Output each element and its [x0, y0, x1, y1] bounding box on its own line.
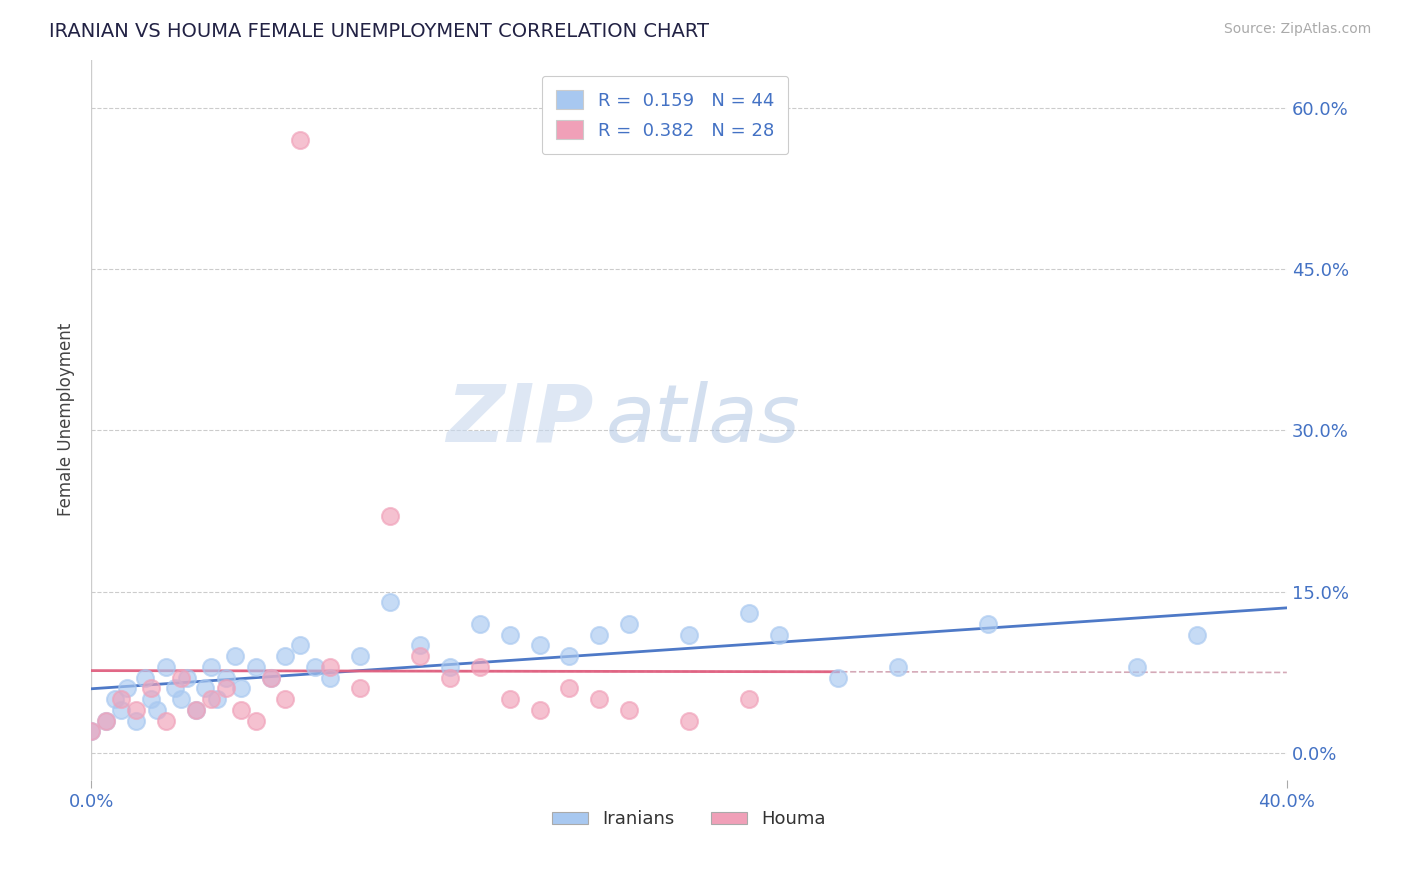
- Point: [619, 616, 641, 631]
- Point: [139, 692, 162, 706]
- Point: [827, 671, 849, 685]
- Point: [134, 671, 156, 685]
- Point: [245, 660, 267, 674]
- Point: [678, 627, 700, 641]
- Point: [349, 648, 371, 663]
- Point: [768, 627, 790, 641]
- Text: IRANIAN VS HOUMA FEMALE UNEMPLOYMENT CORRELATION CHART: IRANIAN VS HOUMA FEMALE UNEMPLOYMENT COR…: [49, 22, 709, 41]
- Point: [439, 671, 461, 685]
- Point: [468, 616, 491, 631]
- Point: [409, 638, 432, 652]
- Point: [94, 714, 117, 728]
- Point: [259, 671, 281, 685]
- Point: [319, 671, 342, 685]
- Point: [558, 681, 581, 696]
- Point: [378, 595, 401, 609]
- Point: [498, 692, 520, 706]
- Y-axis label: Female Unemployment: Female Unemployment: [58, 323, 75, 516]
- Point: [205, 692, 228, 706]
- Point: [176, 671, 198, 685]
- Point: [94, 714, 117, 728]
- Point: [259, 671, 281, 685]
- Point: [194, 681, 217, 696]
- Point: [163, 681, 186, 696]
- Point: [200, 692, 222, 706]
- Point: [110, 703, 132, 717]
- Point: [558, 648, 581, 663]
- Point: [215, 671, 238, 685]
- Point: [1126, 660, 1149, 674]
- Point: [619, 703, 641, 717]
- Point: [678, 714, 700, 728]
- Point: [80, 724, 103, 739]
- Text: ZIP: ZIP: [446, 381, 593, 458]
- Point: [588, 692, 610, 706]
- Point: [146, 703, 169, 717]
- Point: [290, 133, 312, 147]
- Point: [529, 638, 551, 652]
- Point: [409, 648, 432, 663]
- Point: [155, 660, 177, 674]
- Point: [215, 681, 238, 696]
- Point: [200, 660, 222, 674]
- Legend: Iranians, Houma: Iranians, Houma: [544, 803, 834, 836]
- Point: [245, 714, 267, 728]
- Point: [170, 671, 193, 685]
- Point: [319, 660, 342, 674]
- Point: [184, 703, 207, 717]
- Point: [170, 692, 193, 706]
- Point: [349, 681, 371, 696]
- Point: [125, 714, 148, 728]
- Text: Source: ZipAtlas.com: Source: ZipAtlas.com: [1223, 22, 1371, 37]
- Point: [977, 616, 1000, 631]
- Point: [304, 660, 326, 674]
- Point: [229, 703, 252, 717]
- Point: [139, 681, 162, 696]
- Point: [184, 703, 207, 717]
- Point: [274, 648, 297, 663]
- Point: [738, 606, 761, 620]
- Point: [439, 660, 461, 674]
- Point: [274, 692, 297, 706]
- Point: [229, 681, 252, 696]
- Point: [468, 660, 491, 674]
- Point: [290, 638, 312, 652]
- Point: [378, 509, 401, 524]
- Point: [1185, 627, 1208, 641]
- Point: [498, 627, 520, 641]
- Point: [115, 681, 138, 696]
- Point: [588, 627, 610, 641]
- Point: [224, 648, 246, 663]
- Point: [887, 660, 910, 674]
- Point: [529, 703, 551, 717]
- Point: [155, 714, 177, 728]
- Point: [738, 692, 761, 706]
- Point: [110, 692, 132, 706]
- Point: [80, 724, 103, 739]
- Point: [104, 692, 127, 706]
- Point: [125, 703, 148, 717]
- Text: atlas: atlas: [606, 381, 800, 458]
